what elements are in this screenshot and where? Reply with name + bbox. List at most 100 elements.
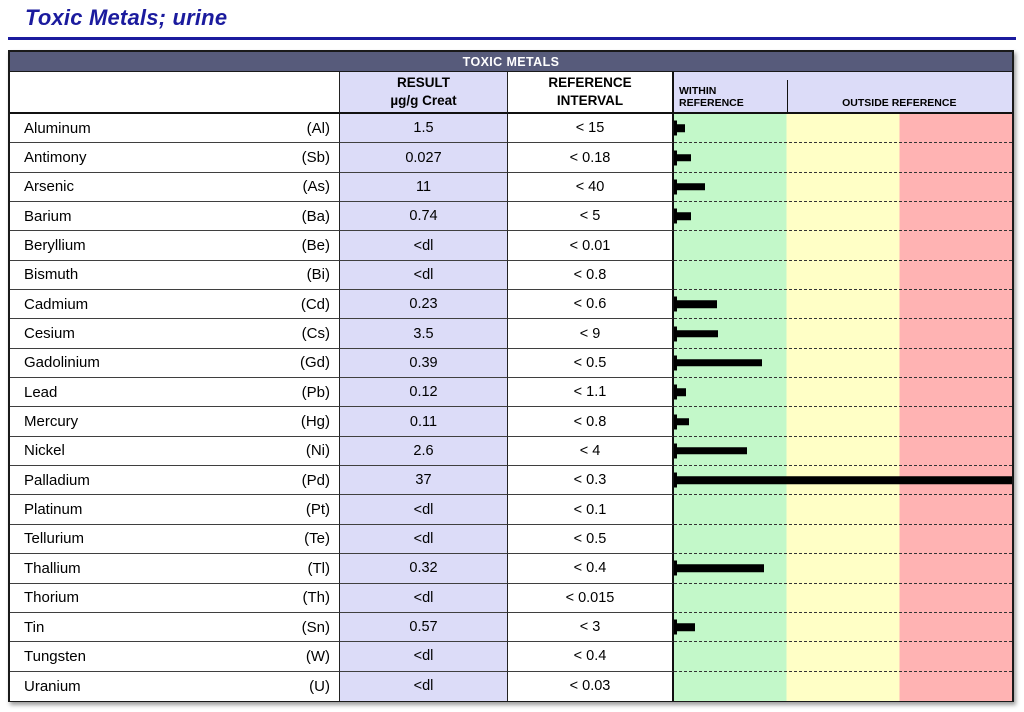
metal-symbol: (Pb) [301, 383, 330, 401]
result-value: 1.5 [340, 114, 508, 144]
reference-range-chart-cell [674, 495, 1012, 525]
reference-range-chart-cell [674, 612, 1012, 643]
table-title: TOXIC METALS [462, 54, 560, 69]
result-value: 37 [340, 466, 508, 496]
metal-name: Cadmium [24, 295, 89, 313]
reference-range-chart-cell [674, 583, 1012, 613]
result-value: <dl [340, 671, 508, 701]
metal-name: Thallium [24, 559, 81, 577]
result-bar [674, 476, 1012, 485]
metal-symbol: (Cs) [301, 325, 330, 343]
reference-interval: < 0.6 [508, 290, 674, 320]
table-row: Tungsten (W) <dl < 0.4 [10, 642, 1012, 672]
result-value: <dl [340, 642, 508, 672]
reference-interval: < 0.5 [508, 524, 674, 555]
result-bar [674, 359, 762, 367]
header-chart-column: WITHIN REFERENCE OUTSIDE REFERENCE [674, 72, 1012, 114]
table-row: Uranium (U) <dl < 0.03 [10, 671, 1012, 701]
reference-range-chart-cell [674, 671, 1012, 701]
header-reference-column: REFERENCE INTERVAL [508, 72, 674, 114]
reference-interval: < 0.5 [508, 348, 674, 379]
table-row: Cesium (Cs) 3.5 < 9 [10, 319, 1012, 349]
result-bar [674, 388, 687, 397]
table-row: Thallium (Tl) 0.32 < 0.4 [10, 554, 1012, 584]
result-value: 3.5 [340, 319, 508, 349]
metal-name: Antimony [24, 149, 87, 167]
metal-symbol: (Be) [301, 237, 330, 255]
table-row: Nickel (Ni) 2.6 < 4 [10, 436, 1012, 467]
metal-symbol: (W) [305, 647, 330, 665]
table-row: Platinum (Pt) <dl < 0.1 [10, 495, 1012, 525]
reference-range-chart-cell [674, 114, 1012, 144]
result-value: 0.11 [340, 407, 508, 437]
reference-header-line2: INTERVAL [556, 93, 624, 108]
result-bar [674, 300, 718, 308]
metal-symbol: (Pt) [305, 501, 330, 519]
result-value: 0.74 [340, 202, 508, 232]
metal-symbol: (Sn) [301, 618, 330, 636]
reference-range-chart-cell [674, 642, 1012, 672]
reference-range-chart-cell [674, 554, 1012, 584]
table-header-row: RESULT µg/g Creat REFERENCE INTERVAL WIT… [10, 72, 1012, 114]
result-bar [674, 183, 705, 191]
reference-range-chart-cell [674, 466, 1012, 496]
metal-symbol: (Tl) [307, 559, 331, 577]
reference-range-chart-cell [674, 348, 1012, 379]
within-reference-label: WITHIN REFERENCE [679, 84, 744, 110]
result-bar [674, 329, 718, 338]
reference-range-chart-cell [674, 319, 1012, 349]
metal-name: Thorium [24, 589, 80, 607]
result-value: <dl [340, 495, 508, 525]
reference-range-chart-cell [674, 290, 1012, 320]
metal-symbol: (Hg) [300, 413, 330, 431]
reference-range-chart-cell [674, 436, 1012, 467]
table-row: Thorium (Th) <dl < 0.015 [10, 583, 1012, 613]
result-value: <dl [340, 260, 508, 291]
reference-interval: < 0.1 [508, 495, 674, 525]
metal-symbol: (Cd) [300, 295, 330, 313]
reference-interval: < 0.015 [508, 583, 674, 613]
result-value: <dl [340, 524, 508, 555]
metal-name: Mercury [24, 413, 79, 431]
result-header-label: RESULT [397, 75, 450, 91]
reference-range-chart-cell [674, 378, 1012, 408]
result-bar [674, 153, 691, 162]
table-row: Palladium (Pd) 37 < 0.3 [10, 466, 1012, 496]
table-title-band: TOXIC METALS [10, 52, 1012, 72]
metal-name: Lead [24, 383, 58, 401]
reference-interval: < 4 [508, 436, 674, 467]
metal-symbol: (U) [309, 677, 330, 695]
result-value: 0.39 [340, 348, 508, 379]
table-row: Tellurium (Te) <dl < 0.5 [10, 524, 1012, 555]
table-row: Cadmium (Cd) 0.23 < 0.6 [10, 290, 1012, 320]
reference-range-chart-cell [674, 202, 1012, 232]
metal-symbol: (Sb) [301, 149, 330, 167]
reference-range-chart-cell [674, 524, 1012, 555]
table-row: Antimony (Sb) 0.027 < 0.18 [10, 143, 1012, 173]
reference-interval: < 3 [508, 612, 674, 643]
reference-interval: < 1.1 [508, 378, 674, 408]
metal-name: Palladium [24, 471, 90, 489]
metal-symbol: (Te) [304, 530, 330, 548]
metal-name: Tin [24, 618, 45, 636]
metal-name: Barium [24, 207, 72, 225]
result-bar [674, 212, 691, 220]
table-row: Gadolinium (Gd) 0.39 < 0.5 [10, 348, 1012, 379]
reference-range-chart-cell [674, 143, 1012, 173]
reference-interval: < 40 [508, 172, 674, 203]
reference-interval: < 9 [508, 319, 674, 349]
reference-interval: < 0.8 [508, 407, 674, 437]
reference-interval: < 0.8 [508, 260, 674, 291]
reference-header-line1: REFERENCE [548, 75, 632, 91]
metal-name: Gadolinium [24, 354, 100, 372]
result-value: 0.23 [340, 290, 508, 320]
metal-symbol: (Pd) [301, 471, 330, 489]
metal-name: Uranium [24, 677, 81, 695]
metal-name: Tungsten [24, 647, 86, 665]
metal-name: Aluminum [24, 119, 91, 137]
result-value: 0.027 [340, 143, 508, 173]
header-element-column [10, 72, 340, 114]
result-value: 0.12 [340, 378, 508, 408]
result-bar [674, 417, 690, 426]
